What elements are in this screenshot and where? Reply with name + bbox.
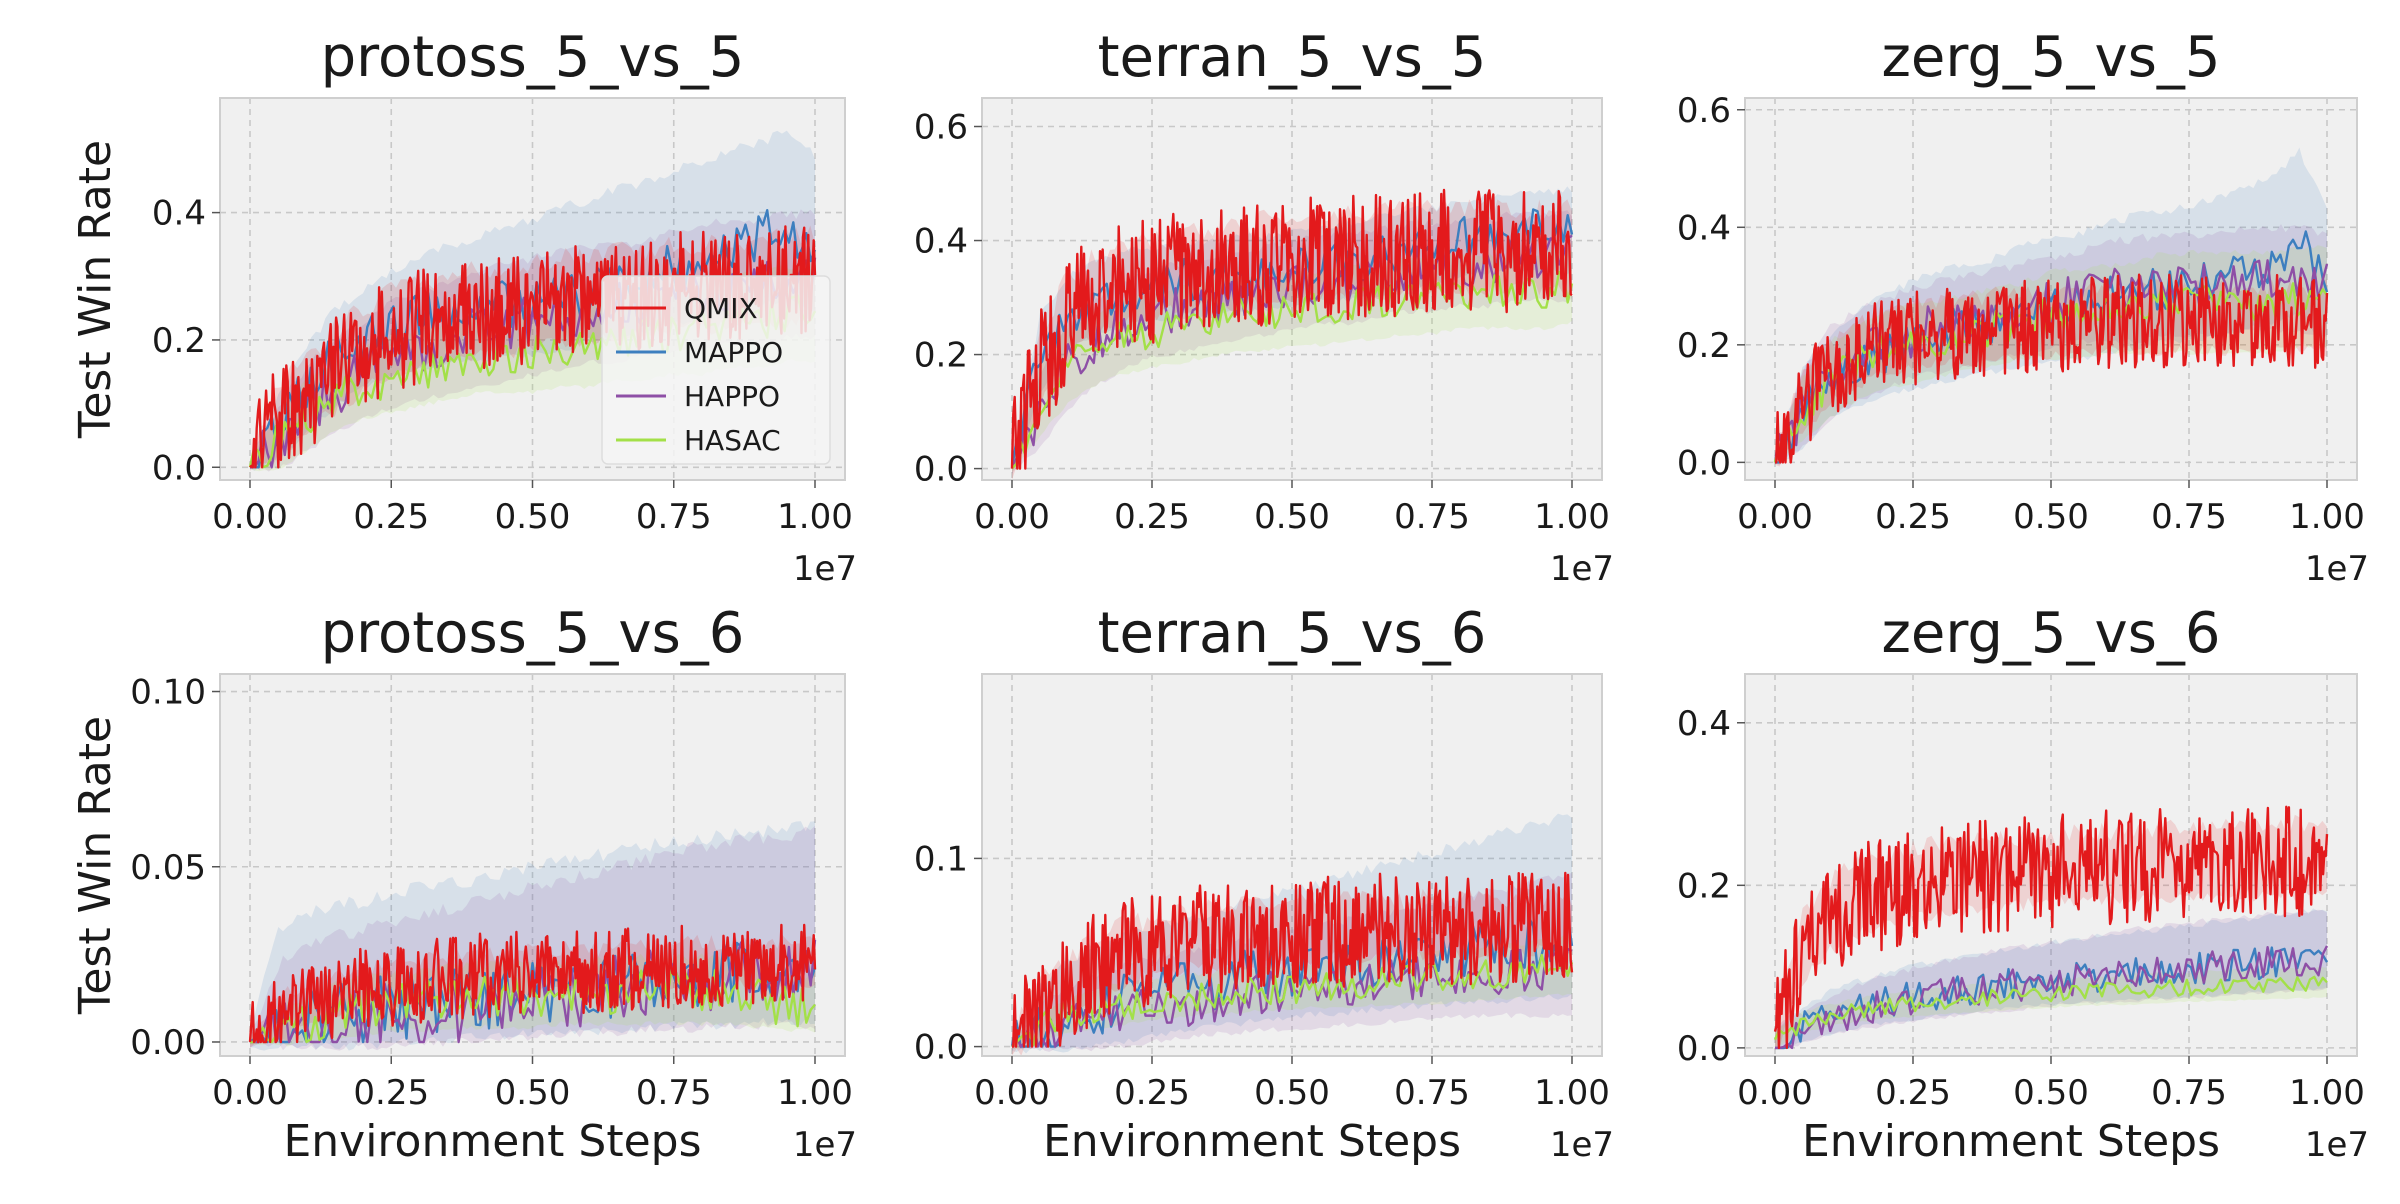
x-tick-label: 0.75 — [1394, 497, 1470, 537]
series-line-QMIX — [248, 923, 817, 1044]
y-tick-label: 0.10 — [130, 673, 206, 713]
x-tick-label: 0.50 — [2013, 1073, 2089, 1113]
panel-protoss_5_vs_6: 0.00 0.25 0.50 0.75 1.00 0.00 0.05 0.10 protoss_… — [70, 601, 857, 1167]
data-layer — [1010, 186, 1574, 480]
x-tick-label: 1.00 — [777, 497, 853, 537]
y-tick-label: 0.0 — [1677, 443, 1731, 483]
x-exponent-label: 1e7 — [2305, 1125, 2369, 1165]
x-tick-label: 0.25 — [353, 1073, 429, 1113]
x-tick-label: 0.25 — [1114, 497, 1190, 537]
y-tick-label: 0.2 — [1677, 326, 1731, 366]
legend-label-HAPPO: HAPPO — [684, 380, 780, 413]
legend-label-MAPPO: MAPPO — [684, 336, 783, 369]
panel-title: terran_5_vs_5 — [1098, 25, 1487, 90]
x-exponent-label: 1e7 — [793, 549, 857, 589]
legend-label-HASAC: HASAC — [684, 424, 781, 457]
x-exponent-label: 1e7 — [1550, 549, 1614, 589]
y-axis-label: Test Win Rate — [70, 716, 121, 1015]
legend-box — [601, 275, 831, 465]
series-line-QMIX — [1773, 805, 2329, 1050]
y-tick-label: 0.2 — [914, 336, 968, 376]
panel-zerg_5_vs_6: 0.00 0.25 0.50 0.75 1.00 0.0 0.2 0.4 zerg_5_vs_6… — [1677, 601, 2369, 1167]
panel-title: zerg_5_vs_6 — [1881, 601, 2220, 666]
y-tick-label: 0.4 — [1677, 704, 1731, 744]
y-tick-label: 0.0 — [914, 1028, 968, 1068]
x-tick-label: 0.00 — [212, 497, 288, 537]
band-MAPPO — [1775, 147, 2327, 464]
x-tick-label: 0.25 — [1114, 1073, 1190, 1113]
panel-title: terran_5_vs_6 — [1098, 601, 1487, 666]
y-axis-label: Test Win Rate — [70, 140, 121, 439]
x-tick-label: 1.00 — [1534, 1073, 1610, 1113]
x-tick-label: 0.25 — [1875, 1073, 1951, 1113]
band-HAPPO — [1775, 224, 2327, 466]
x-tick-label: 0.00 — [974, 1073, 1050, 1113]
x-axis-label: Environment Steps — [1043, 1116, 1461, 1167]
panel-title: protoss_5_vs_6 — [321, 601, 745, 666]
series-line-QMIX — [1775, 273, 2329, 464]
data-layer — [1773, 147, 2329, 467]
x-tick-label: 0.00 — [974, 497, 1050, 537]
series-line-HASAC — [1011, 270, 1574, 470]
data-layer — [1773, 805, 2329, 1050]
x-axis-label: Environment Steps — [1802, 1116, 2220, 1167]
y-tick-label: 0.2 — [152, 321, 206, 361]
y-tick-label: 0.0 — [152, 448, 206, 488]
x-tick-label: 0.00 — [1737, 1073, 1813, 1113]
data-layer — [1010, 813, 1574, 1056]
x-tick-label: 1.00 — [2289, 1073, 2365, 1113]
data-layer — [248, 821, 817, 1051]
x-tick-label: 0.00 — [1737, 497, 1813, 537]
panel-title: zerg_5_vs_5 — [1881, 25, 2220, 90]
y-tick-label: 0.0 — [914, 450, 968, 490]
series-line-HAPPO — [1775, 945, 2329, 1050]
x-tick-label: 0.75 — [2151, 1073, 2227, 1113]
x-tick-label: 0.50 — [1254, 497, 1330, 537]
y-tick-label: 0.4 — [152, 194, 206, 234]
panel-terran_5_vs_6: 0.00 0.25 0.50 0.75 1.00 0.0 0.1 terran_5_vs_6 1… — [914, 601, 1614, 1167]
y-tick-label: 0.4 — [914, 222, 968, 262]
y-tick-label: 0.6 — [1677, 91, 1731, 131]
y-tick-label: 0.6 — [914, 108, 968, 148]
x-exponent-label: 1e7 — [2305, 549, 2369, 589]
x-tick-label: 0.25 — [1875, 497, 1951, 537]
x-tick-label: 0.50 — [2013, 497, 2089, 537]
x-tick-label: 1.00 — [2289, 497, 2365, 537]
x-tick-label: 0.75 — [636, 497, 712, 537]
legend-label-QMIX: QMIX — [684, 292, 758, 325]
y-tick-label: 0.00 — [130, 1023, 206, 1063]
x-tick-label: 0.50 — [1254, 1073, 1330, 1113]
series-line-QMIX — [1010, 188, 1573, 470]
y-tick-label: 0.05 — [130, 848, 206, 888]
series-line-HASAC — [1773, 975, 2328, 1041]
series-line-QMIX — [1012, 871, 1574, 1048]
y-tick-label: 0.0 — [1677, 1029, 1731, 1069]
x-tick-label: 1.00 — [1534, 497, 1610, 537]
x-tick-label: 0.50 — [495, 497, 571, 537]
legend: QMIX MAPPO HAPPO HASAC — [601, 275, 831, 465]
panel-title: protoss_5_vs_5 — [321, 25, 745, 90]
x-tick-label: 0.75 — [1394, 1073, 1470, 1113]
x-tick-label: 1.00 — [777, 1073, 853, 1113]
x-tick-label: 0.75 — [2151, 497, 2227, 537]
panel-zerg_5_vs_5: 0.00 0.25 0.50 0.75 1.00 0.0 0.2 0.4 0.6 zerg_5_v… — [1677, 25, 2369, 589]
x-tick-label: 0.50 — [495, 1073, 571, 1113]
series-line-MAPPO — [1775, 230, 2329, 464]
y-tick-label: 0.1 — [914, 839, 968, 879]
y-tick-label: 0.4 — [1677, 208, 1731, 248]
x-tick-label: 0.25 — [353, 497, 429, 537]
x-tick-label: 0.00 — [212, 1073, 288, 1113]
y-tick-label: 0.2 — [1677, 866, 1731, 906]
x-exponent-label: 1e7 — [793, 1125, 857, 1165]
x-tick-label: 0.75 — [636, 1073, 712, 1113]
panel-terran_5_vs_5: 0.00 0.25 0.50 0.75 1.00 0.0 0.2 0.4 0.6 terran_5… — [914, 25, 1614, 589]
x-axis-label: Environment Steps — [283, 1116, 701, 1167]
x-exponent-label: 1e7 — [1550, 1125, 1614, 1165]
